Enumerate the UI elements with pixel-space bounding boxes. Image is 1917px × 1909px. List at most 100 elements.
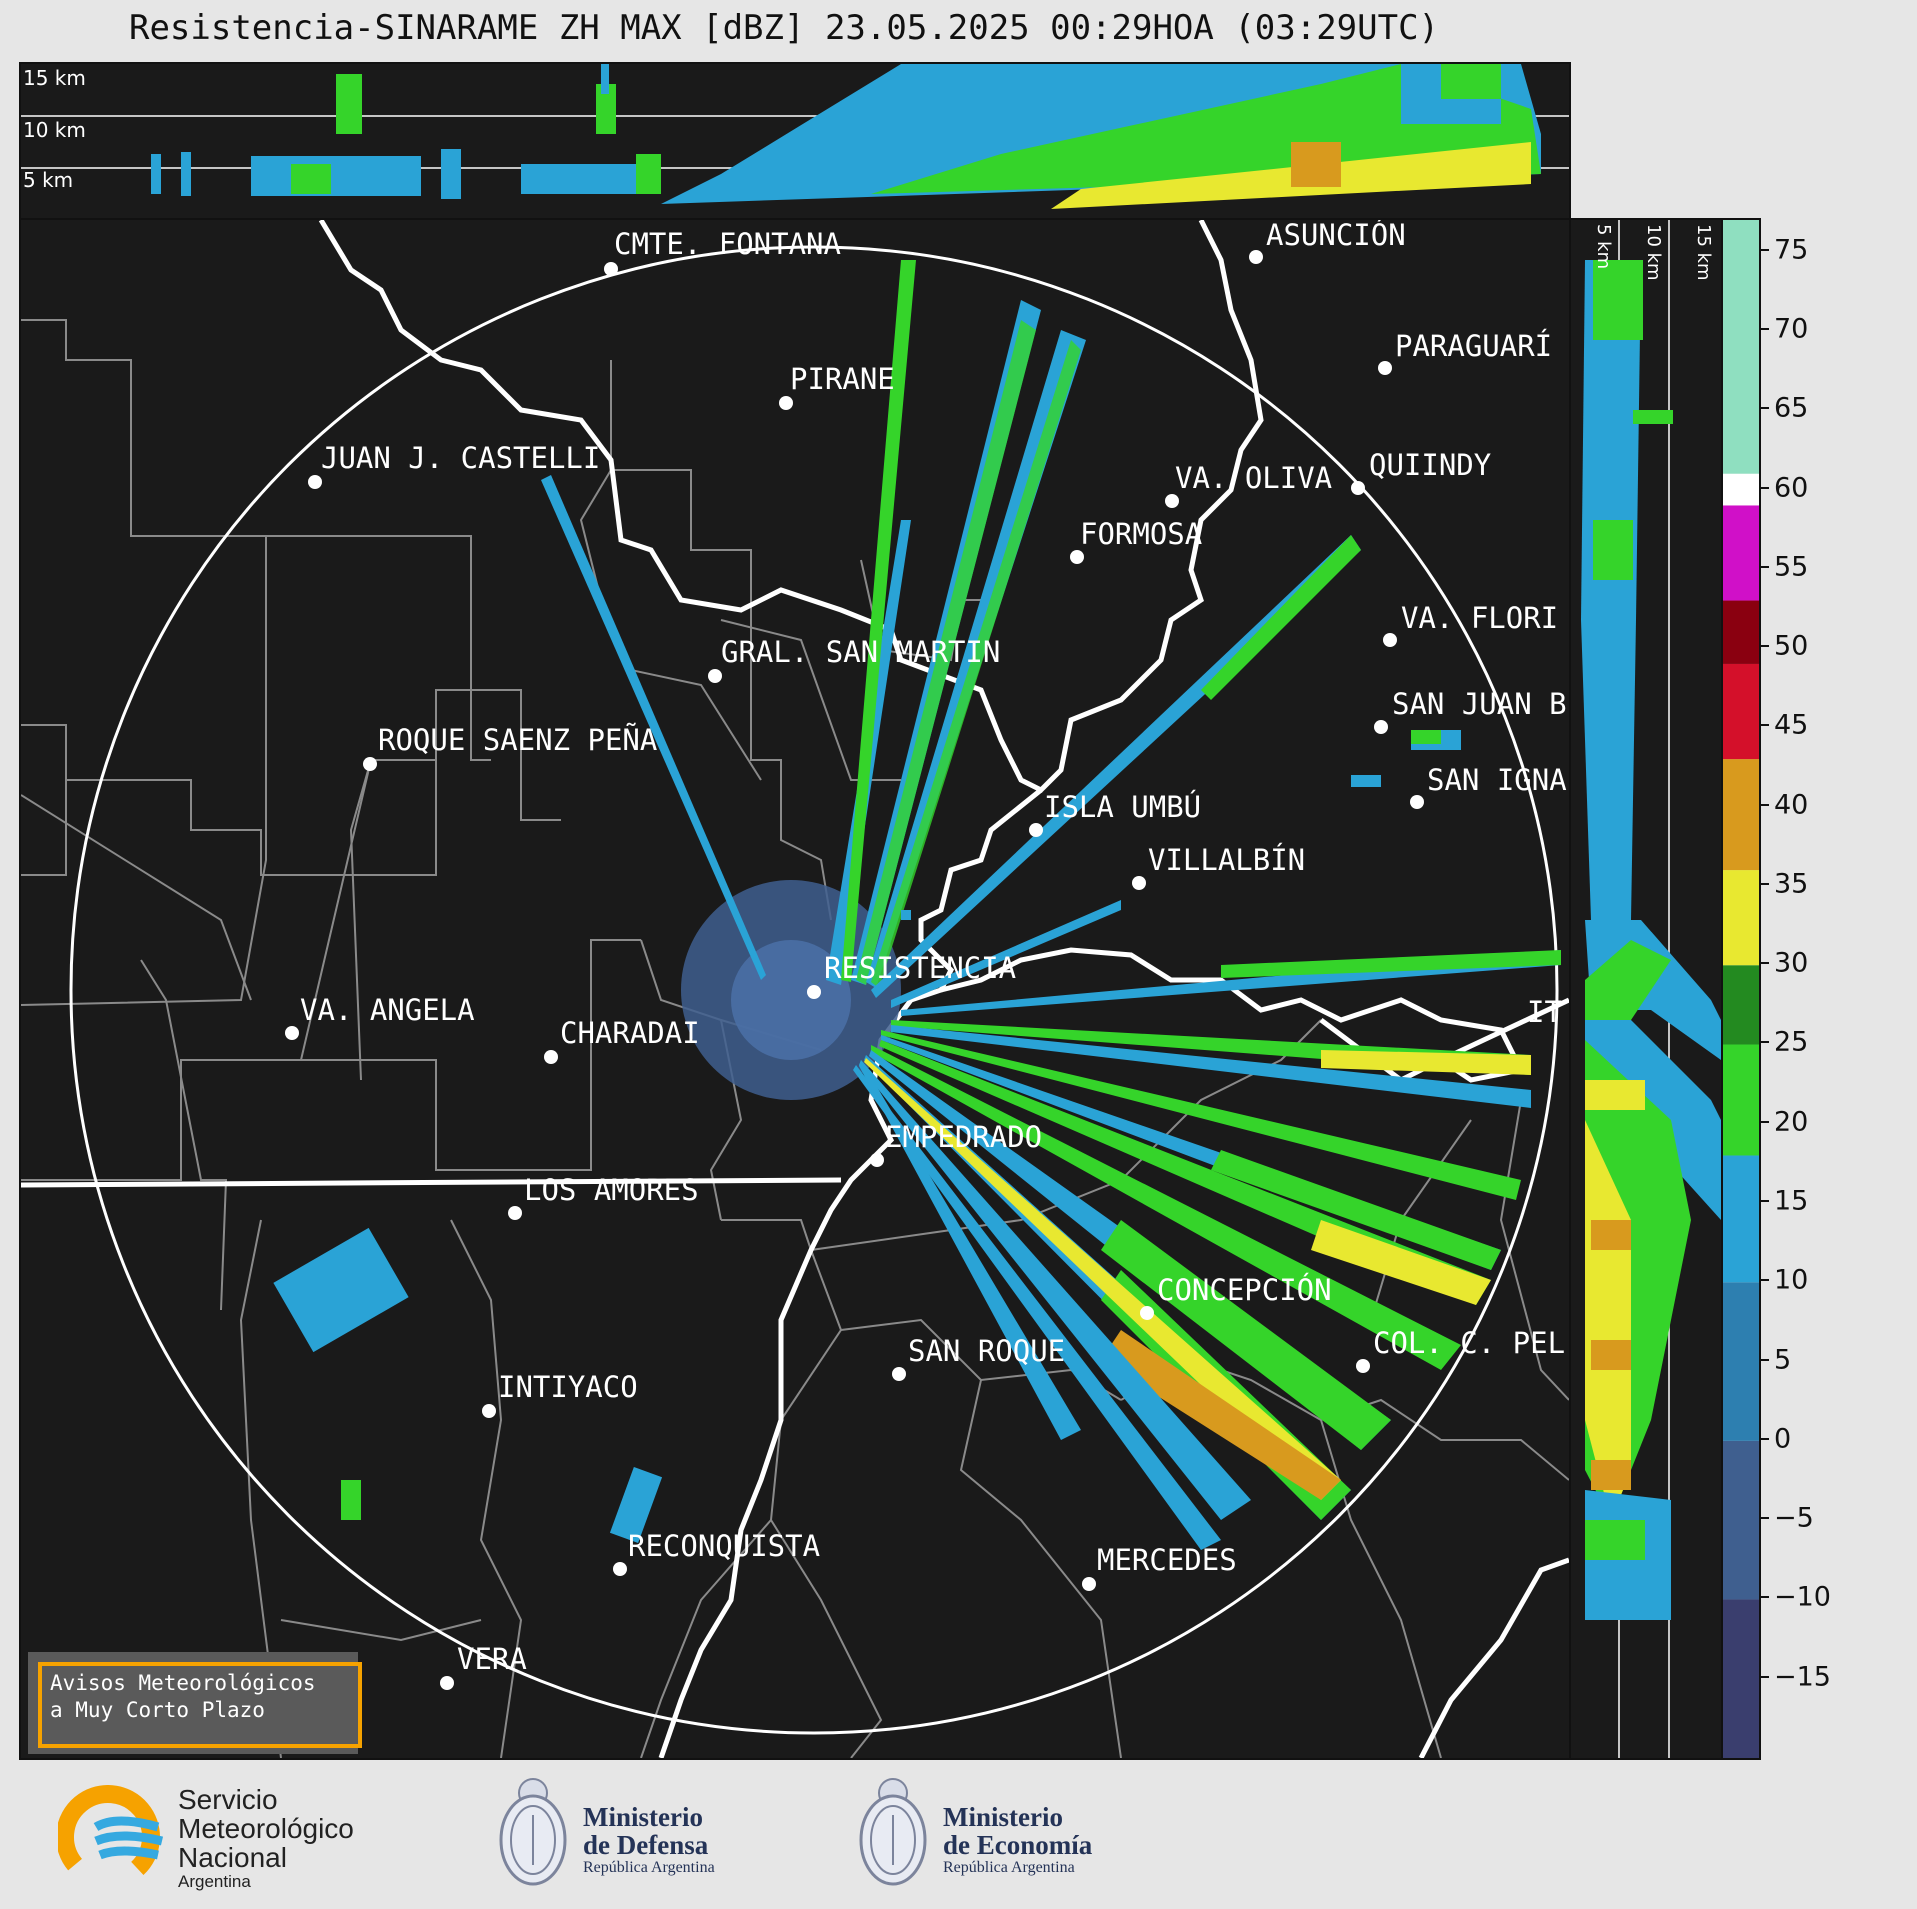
top-height-15km-label: 15 km bbox=[23, 66, 86, 90]
colorbar-tick bbox=[1759, 1120, 1769, 1123]
colorbar-tick-label: 35 bbox=[1774, 868, 1809, 900]
smn-logo-icon bbox=[58, 1785, 164, 1885]
colorbar-segment bbox=[1723, 1044, 1759, 1156]
colorbar-tick bbox=[1759, 803, 1769, 806]
city-label-vera: VERA bbox=[457, 1642, 527, 1676]
colorbar-tick bbox=[1759, 1437, 1769, 1440]
city-dot-mercedes bbox=[1082, 1577, 1096, 1591]
city-dot-paraguari bbox=[1378, 361, 1392, 375]
smn-line1: Servicio bbox=[178, 1784, 278, 1815]
city-dot-va-flori bbox=[1383, 633, 1397, 647]
city-dot-san-igna bbox=[1410, 795, 1424, 809]
city-label-empedrado: EMPEDRADO bbox=[885, 1120, 1043, 1154]
smn-line4: Argentina bbox=[178, 1872, 251, 1891]
city-dot-va-oliva bbox=[1165, 494, 1179, 508]
city-dot-gral-san-martin bbox=[708, 669, 722, 683]
dbz-colorbar bbox=[1721, 218, 1761, 1760]
economia-line1: Ministerio bbox=[943, 1802, 1063, 1832]
city-dot-los-amores bbox=[508, 1206, 522, 1220]
colorbar-tick bbox=[1759, 645, 1769, 648]
city-dot-vera bbox=[440, 1676, 454, 1690]
smn-line3: Nacional bbox=[178, 1842, 287, 1873]
city-label-juan-j-castelli: JUAN J. CASTELLI bbox=[321, 441, 601, 475]
colorbar-tick-label: −15 bbox=[1774, 1661, 1831, 1693]
avisos-line2: a Muy Corto Plazo bbox=[50, 1698, 265, 1722]
colorbar-segment bbox=[1723, 505, 1759, 601]
economia-logo[interactable]: Ministerio de Economía República Argenti… bbox=[855, 1775, 1115, 1895]
city-label-san-roque: SAN ROQUE bbox=[908, 1334, 1066, 1368]
city-label-charadai: CHARADAI bbox=[560, 1016, 700, 1050]
city-dot-isla-umbu bbox=[1029, 823, 1043, 837]
economia-line2: de Economía bbox=[943, 1830, 1093, 1860]
colorbar-tick-label: 10 bbox=[1774, 1264, 1809, 1296]
defensa-logo[interactable]: Ministerio de Defensa República Argentin… bbox=[495, 1775, 755, 1895]
colorbar-tick-label: −5 bbox=[1774, 1502, 1814, 1534]
defensa-line3: República Argentina bbox=[583, 1859, 715, 1876]
colorbar-segment bbox=[1723, 1440, 1759, 1600]
city-label-concepcion: CONCEPCIÓN bbox=[1157, 1273, 1332, 1307]
colorbar-tick-label: 20 bbox=[1774, 1106, 1809, 1138]
city-label-pirane: PIRANE bbox=[790, 362, 895, 396]
side-height-svg bbox=[1581, 220, 1721, 1758]
radar-map[interactable]: CMTE. FONTANA ASUNCIÓN PARAGUARÍ PIRANE … bbox=[19, 218, 1571, 1760]
defensa-line1: Ministerio bbox=[583, 1802, 703, 1832]
city-label-col-c-pel: COL. C. PEL bbox=[1373, 1326, 1566, 1360]
colorbar-tick bbox=[1759, 1596, 1769, 1599]
city-label-it: IT bbox=[1527, 995, 1562, 1029]
city-dot-col-c-pel bbox=[1356, 1359, 1370, 1373]
colorbar-tick-label: 45 bbox=[1774, 709, 1809, 741]
side-height-10km-label: 10 km bbox=[1643, 224, 1664, 281]
city-dot-empedrado bbox=[870, 1153, 884, 1167]
avisos-link[interactable]: Avisos Meteorológicos a Muy Corto Plazo bbox=[38, 1662, 362, 1748]
colorbar-tick-label: 40 bbox=[1774, 789, 1809, 821]
city-dot-resistencia bbox=[807, 985, 821, 999]
city-label-va-oliva: VA. OLIVA bbox=[1175, 461, 1333, 495]
city-dot-reconquista bbox=[613, 1562, 627, 1576]
colorbar-tick bbox=[1759, 486, 1769, 489]
colorbar-tick-label: 0 bbox=[1774, 1423, 1792, 1455]
colorbar-tick-label: 60 bbox=[1774, 472, 1809, 504]
colorbar-tick bbox=[1759, 1279, 1769, 1282]
colorbar-tick-label: 75 bbox=[1774, 234, 1809, 266]
smn-logo[interactable]: Servicio Meteorológico Nacional Argentin… bbox=[58, 1784, 398, 1891]
radar-map-svg bbox=[21, 220, 1569, 1758]
city-dot-juan-j-castelli bbox=[308, 475, 322, 489]
smn-line2: Meteorológico bbox=[178, 1813, 354, 1844]
city-label-asuncion: ASUNCIÓN bbox=[1266, 218, 1406, 252]
colorbar-tick bbox=[1759, 248, 1769, 251]
city-label-san-juan-b: SAN JUAN B bbox=[1392, 687, 1567, 721]
colorbar-tick-label: 50 bbox=[1774, 630, 1809, 662]
city-dot-villalbin bbox=[1132, 876, 1146, 890]
colorbar-tick-label: 70 bbox=[1774, 313, 1809, 345]
city-label-intiyaco: INTIYACO bbox=[498, 1370, 638, 1404]
colorbar-tick bbox=[1759, 1041, 1769, 1044]
avisos-line1: Avisos Meteorológicos bbox=[50, 1671, 316, 1695]
economia-line3: República Argentina bbox=[943, 1859, 1075, 1876]
colorbar-tick-label: 30 bbox=[1774, 947, 1809, 979]
city-label-reconquista: RECONQUISTA bbox=[628, 1529, 821, 1563]
colorbar-tick bbox=[1759, 724, 1769, 727]
colorbar-tick bbox=[1759, 1358, 1769, 1361]
city-dot-va-angela bbox=[285, 1026, 299, 1040]
colorbar-tick bbox=[1759, 882, 1769, 885]
city-label-formosa: FORMOSA bbox=[1080, 517, 1203, 551]
dbz-colorbar-svg bbox=[1723, 220, 1759, 1758]
colorbar-segment bbox=[1723, 600, 1759, 664]
city-label-roque-saenz-pena: ROQUE SAENZ PEÑA bbox=[378, 723, 658, 757]
top-height-10km-label: 10 km bbox=[23, 118, 86, 142]
colorbar-tick-label: 5 bbox=[1774, 1344, 1792, 1376]
city-dot-san-juan-b bbox=[1374, 720, 1388, 734]
colorbar-tick bbox=[1759, 1517, 1769, 1520]
avisos-box[interactable]: Avisos Meteorológicos a Muy Corto Plazo bbox=[28, 1652, 362, 1754]
city-dot-charadai bbox=[544, 1050, 558, 1064]
echo-bands bbox=[541, 260, 1561, 1550]
colorbar-segment bbox=[1723, 1155, 1759, 1283]
city-label-va-angela: VA. ANGELA bbox=[300, 993, 475, 1027]
city-label-va-flori: VA. FLORI bbox=[1401, 601, 1559, 635]
city-dot-asuncion bbox=[1249, 250, 1263, 264]
city-label-los-amores: LOS AMORES bbox=[524, 1173, 699, 1207]
city-dot-pirane bbox=[779, 396, 793, 410]
colorbar-tick-label: 25 bbox=[1774, 1026, 1809, 1058]
colorbar-tick bbox=[1759, 327, 1769, 330]
colorbar-tick bbox=[1759, 1675, 1769, 1678]
